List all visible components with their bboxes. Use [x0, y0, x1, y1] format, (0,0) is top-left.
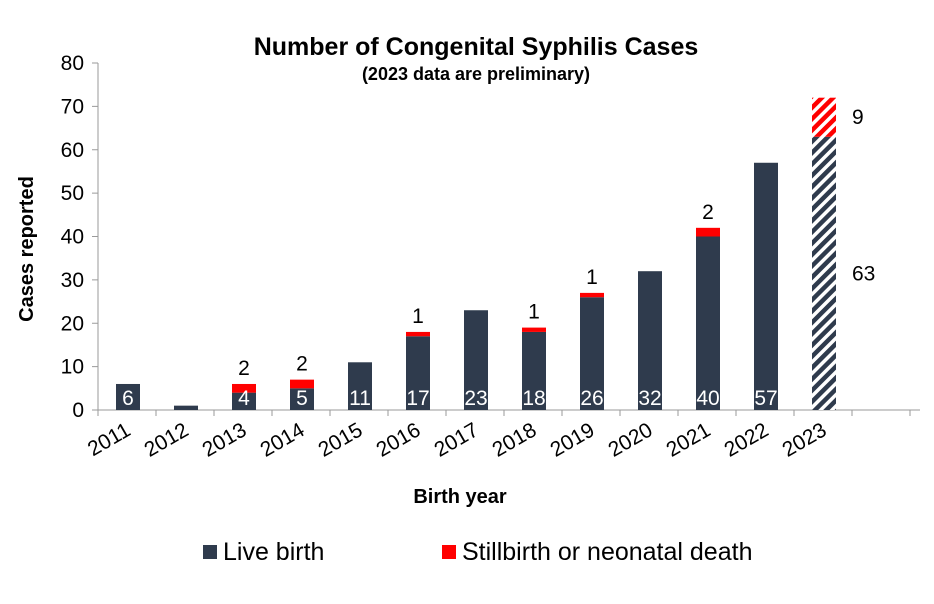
x-axis-title: Birth year: [413, 486, 507, 508]
data-label-live-birth: 5: [296, 387, 308, 410]
x-tick-label: 2020: [605, 418, 657, 461]
data-label-stillbirth: 1: [528, 301, 540, 324]
data-label-stillbirth: 1: [412, 305, 424, 328]
data-label-stillbirth: 2: [702, 201, 714, 224]
y-tick-label: 20: [61, 312, 84, 335]
bar-stillbirth: [580, 292, 604, 298]
x-tick-label: 2021: [663, 418, 715, 461]
x-tick-label: 2019: [547, 418, 599, 461]
legend-swatch-stillbirth: [442, 545, 456, 559]
data-label-stillbirth: 2: [296, 353, 308, 376]
data-label-live-birth: 11: [349, 387, 371, 410]
y-axis-title: Cases reported: [16, 176, 38, 322]
y-tick-label: 40: [61, 226, 84, 249]
data-label-stillbirth: 2: [238, 357, 250, 380]
legend-label-live-birth: Live birth: [223, 538, 324, 566]
bar-live-birth: [174, 405, 198, 410]
data-label-live-birth: 18: [522, 387, 545, 410]
x-tick-label: 2011: [84, 418, 135, 461]
x-tick-label: 2018: [489, 418, 541, 461]
y-tick-label: 80: [61, 52, 84, 75]
legend-swatch-live-birth: [203, 545, 217, 559]
y-tick-label: 70: [61, 95, 84, 118]
bar-live-birth: [464, 310, 488, 410]
x-tick-label: 2022: [721, 418, 773, 461]
data-label-live-birth: 57: [754, 387, 777, 410]
y-tick-label: 30: [61, 269, 84, 292]
data-label-live-birth: 32: [638, 387, 661, 410]
data-label-live-birth: 40: [696, 387, 719, 410]
data-label-live-birth: 4: [238, 387, 250, 410]
bar-live-birth: [754, 162, 778, 410]
x-tick-label: 2014: [257, 418, 309, 461]
bar-live-birth: [290, 388, 314, 410]
y-tick-label: 10: [61, 356, 84, 379]
data-label-live-birth: 6: [122, 387, 134, 410]
x-tick-label: 2023: [779, 418, 831, 461]
bar-stillbirth: [232, 383, 256, 393]
y-tick-label: 0: [72, 399, 84, 422]
bar-stillbirth: [406, 331, 430, 337]
bar-stillbirth: [696, 227, 720, 237]
bar-stillbirth: [290, 379, 314, 389]
bar-stillbirth: [522, 327, 546, 332]
data-label-live-birth: 17: [406, 387, 429, 410]
x-axis-ticks: 2011 2012 2013 2014 2015 2016 2017 2018 2019 2020…: [84, 410, 911, 462]
data-label-live-birth: 63: [852, 262, 875, 285]
y-axis-ticks: 0 10 20 30 40 50 60 70 80: [61, 52, 98, 422]
x-tick-label: 2013: [199, 418, 251, 461]
data-label-live-birth: 26: [580, 387, 603, 410]
bar-live-birth: [696, 236, 720, 410]
bar-live-birth: [348, 362, 372, 410]
data-label-stillbirth: 9: [852, 106, 864, 129]
legend: Live birth Stillbirth or neonatal death: [203, 538, 752, 566]
x-tick-label: 2017: [431, 418, 483, 461]
bar-live-birth: [638, 271, 662, 410]
x-tick-label: 2016: [373, 418, 425, 461]
legend-label-stillbirth: Stillbirth or neonatal death: [462, 538, 752, 566]
chart-subtitle: (2023 data are preliminary): [362, 64, 590, 84]
bar-live-birth: [522, 331, 546, 410]
bars: [116, 97, 836, 411]
bar-live-birth: [406, 336, 430, 410]
data-label-live-birth: 23: [464, 387, 487, 410]
x-tick-label: 2012: [141, 418, 193, 461]
bar-live-birth: [232, 392, 256, 410]
x-tick-label: 2015: [315, 418, 367, 461]
y-tick-label: 50: [61, 182, 84, 205]
bar-stillbirth: [812, 97, 836, 137]
bar-live-birth: [116, 383, 140, 410]
bar-live-birth: [580, 297, 604, 410]
data-label-stillbirth: 1: [586, 266, 598, 289]
data-labels: 6 4 2 5 2 11 17 1 23 18 1 26 1 32 40 2 57 63 9: [122, 106, 875, 410]
bar-live-birth: [812, 136, 836, 411]
chart-title: Number of Congenital Syphilis Cases: [254, 33, 699, 61]
y-tick-label: 60: [61, 139, 84, 162]
